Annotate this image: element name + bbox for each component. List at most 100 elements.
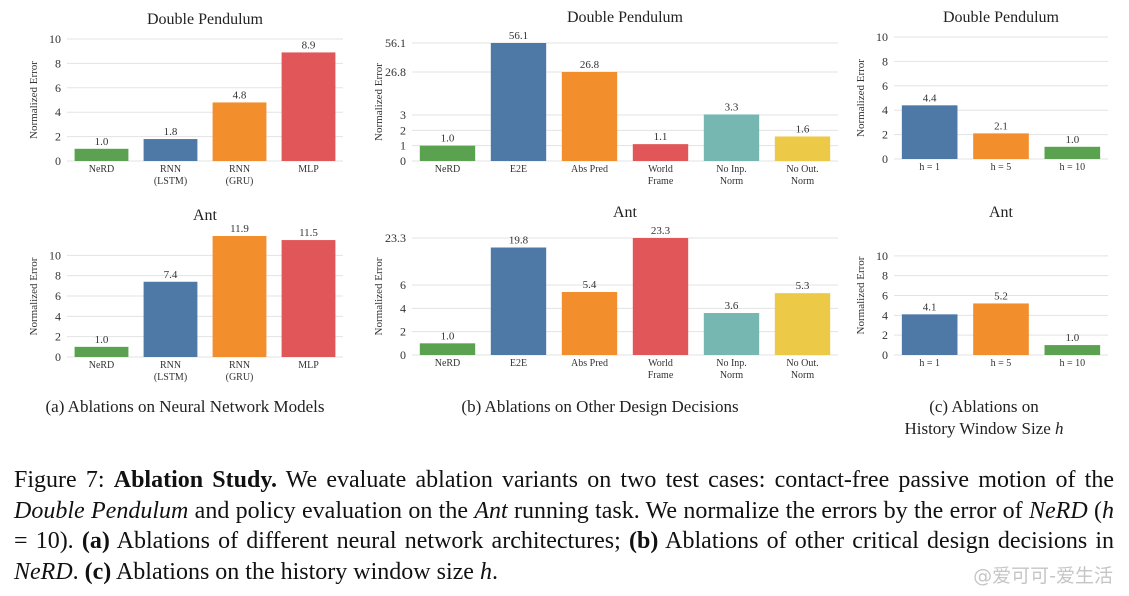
chart-title: Double Pendulum	[567, 9, 684, 26]
x-tick-label: World	[648, 358, 673, 369]
y-tick-label: 6	[55, 81, 61, 95]
bar	[212, 236, 267, 357]
bar	[143, 139, 198, 161]
y-tick-label: 10	[876, 30, 888, 44]
data-label: 7.4	[164, 269, 178, 281]
bar	[561, 72, 618, 161]
data-label: 11.9	[230, 223, 249, 235]
caption-text: We evaluate ablation variants on two tes…	[277, 467, 1114, 493]
x-tick-label: Frame	[648, 176, 674, 187]
bar	[74, 148, 129, 161]
data-label: 2.1	[994, 120, 1008, 132]
data-label: 1.1	[654, 131, 668, 143]
data-label: 3.6	[725, 300, 739, 312]
x-tick-label: E2E	[510, 358, 527, 369]
bar	[281, 52, 336, 161]
caption-italic: NeRD	[14, 558, 73, 585]
caption-text: .	[72, 558, 85, 585]
y-axis-label: Normalized Error	[28, 61, 40, 139]
y-tick-label: 0	[882, 348, 888, 362]
data-label: 1.0	[441, 133, 455, 145]
subcaption-b: (b) Ablations on Other Design Decisions	[461, 397, 739, 416]
y-tick-label: 10	[49, 32, 61, 46]
bar	[774, 136, 831, 161]
bar	[490, 43, 547, 161]
x-tick-label: NeRD	[435, 164, 461, 175]
x-tick-label: Abs Pred	[571, 164, 608, 175]
bar	[901, 105, 958, 159]
y-tick-label: 26.8	[385, 65, 406, 79]
caption-text: Ablations of different neural network ar…	[109, 528, 629, 554]
caption-text: running task. We normalize the errors by…	[507, 497, 1030, 524]
x-tick-label: h = 5	[991, 358, 1012, 369]
data-label: 1.0	[1065, 134, 1079, 146]
y-tick-label: 2	[400, 325, 406, 339]
y-tick-label: 4	[882, 103, 888, 117]
data-label: 8.9	[302, 39, 316, 51]
y-tick-label: 2	[882, 128, 888, 142]
x-tick-label: NeRD	[89, 164, 115, 175]
data-label: 4.8	[233, 89, 247, 101]
bar	[74, 346, 129, 357]
caption-text: (	[1087, 497, 1103, 524]
y-axis-label: Normalized Error	[855, 256, 867, 334]
data-label: 1.0	[1065, 332, 1079, 344]
y-tick-label: 0	[400, 348, 406, 362]
caption-italic: Ant	[474, 497, 508, 524]
caption-italic: NeRD	[1029, 497, 1088, 524]
y-tick-label: 4	[55, 309, 61, 323]
caption-bold-title: Ablation Study.	[113, 467, 278, 493]
caption-bold: (a)	[81, 528, 110, 554]
y-tick-label: 2	[55, 330, 61, 344]
data-label: 1.0	[95, 136, 109, 148]
x-tick-label: RNN	[160, 360, 181, 371]
bar	[973, 133, 1029, 159]
chart-title: Double Pendulum	[943, 9, 1060, 26]
data-label: 1.8	[164, 126, 178, 138]
x-tick-label: NeRD	[89, 360, 115, 371]
x-tick-label: RNN	[229, 164, 250, 175]
x-tick-label: h = 10	[1060, 162, 1086, 173]
figure-caption: Figure 7: Ablation Study. We evaluate ab…	[14, 465, 1114, 587]
y-axis-label: Normalized Error	[855, 59, 867, 137]
data-label: 4.4	[923, 92, 937, 104]
y-tick-label: 4	[882, 308, 888, 322]
x-tick-label: Norm	[720, 176, 744, 187]
bar	[632, 144, 689, 161]
caption-text: = 10).	[14, 528, 82, 554]
caption-italic: h	[479, 558, 492, 585]
data-label: 5.4	[583, 279, 597, 291]
y-tick-label: 2	[400, 123, 406, 137]
x-tick-label: h = 1	[919, 162, 940, 173]
bar	[419, 145, 476, 161]
y-tick-label: 23.3	[385, 231, 406, 245]
y-tick-label: 56.1	[385, 36, 406, 50]
x-tick-label: h = 1	[919, 358, 940, 369]
subcaption-c-line1: (c) Ablations on	[929, 397, 1039, 416]
caption-label: Figure 7:	[14, 467, 114, 493]
bar	[561, 292, 618, 355]
data-label: 3.3	[725, 101, 739, 113]
x-tick-label: (LSTM)	[154, 372, 187, 383]
caption-italic: Double Pendulum	[14, 497, 189, 524]
x-tick-label: RNN	[229, 360, 250, 371]
chart-title: Double Pendulum	[147, 11, 264, 28]
y-tick-label: 2	[882, 328, 888, 342]
x-tick-label: Norm	[720, 370, 744, 381]
x-tick-label: No Out.	[786, 358, 818, 369]
bar	[1044, 146, 1101, 159]
x-tick-label: (LSTM)	[154, 176, 187, 187]
y-axis-label: Normalized Error	[373, 257, 385, 335]
bar	[212, 102, 267, 161]
caption-text: Ablations of other critical design decis…	[658, 528, 1115, 554]
y-tick-label: 1	[400, 139, 406, 153]
data-label: 1.0	[441, 330, 455, 342]
bar	[1044, 345, 1101, 355]
y-tick-label: 3	[400, 108, 406, 122]
caption-text: Ablations on the history window size	[111, 558, 480, 585]
caption-bold: (b)	[628, 528, 659, 554]
subcaption-c: (c) Ablations on History Window Size h	[870, 396, 1098, 440]
x-tick-label: RNN	[160, 164, 181, 175]
y-tick-label: 8	[882, 54, 888, 68]
